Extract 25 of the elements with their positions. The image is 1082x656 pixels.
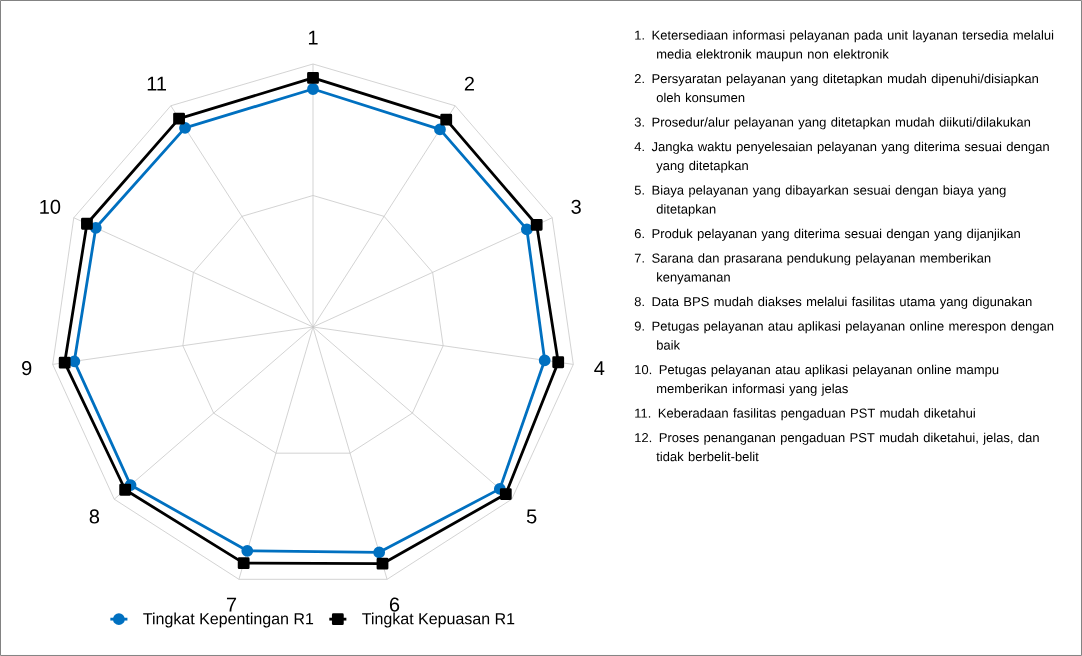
- text: 2. Persyaratan pelayanan yang ditetapkan mudah dipenuhi/disiapkan oleh konsumen: [634, 73, 1038, 103]
- spoke-label: 6: [389, 597, 400, 612]
- text: 12. Proses penanganan pengaduan PST mudah diketahui, jelas, dan tidak berbelit-belit: [635, 432, 1039, 462]
- legend-label: Tingkat Kepentingan R1: [143, 612, 314, 628]
- spoke-label: 5: [526, 509, 537, 524]
- spoke-label: 7: [226, 597, 237, 612]
- text: 1. Ketersediaan informasi pelayanan pada unit layanan tersedia melalui media elektronik maupun non elektronik: [635, 30, 1054, 62]
- text: 9. Petugas pelayanan atau aplikasi pelayanan online merespon dengan baik: [634, 321, 1054, 350]
- spoke-label: 8: [89, 509, 100, 524]
- text: 8. Data BPS mudah diakses melalui fasilitas utama yang digunakan: [634, 296, 1032, 309]
- text: 4. Jangka waktu penyelesaian pelayanan yang diterima sesuai dengan yang ditetapkan: [634, 141, 1049, 173]
- spoke-label: 11: [147, 76, 167, 91]
- text: 7. Sarana dan prasarana pendukung pelayanan memberikan kenyamanan: [634, 253, 991, 285]
- text: 3. Prosedur/alur pelayanan yang ditetapkan mudah diikuti/dilakukan: [634, 117, 1031, 130]
- spoke-label: 9: [22, 361, 32, 376]
- text: 10. Petugas pelayanan atau aplikasi pelayanan online mampu memberikan informasi yang jelas: [635, 364, 999, 396]
- spoke-label: 4: [594, 361, 605, 376]
- text: 5. Biaya pelayanan yang dibayarkan sesuai dengan biaya yang ditetapkan: [634, 185, 1006, 217]
- spoke-label: 1: [308, 30, 318, 45]
- spoke-label: 10: [40, 199, 61, 214]
- spoke-label: 3: [571, 199, 581, 214]
- text: 6. Produk pelayanan yang diterima sesuai dengan yang dijanjikan: [634, 228, 1020, 241]
- legend-label: Tingkat Kepuasan R1: [362, 612, 515, 628]
- text: 11. Keberadaan fasilitas pengaduan PST mudah diketahui: [635, 408, 975, 421]
- spoke-label: 2: [464, 76, 474, 91]
